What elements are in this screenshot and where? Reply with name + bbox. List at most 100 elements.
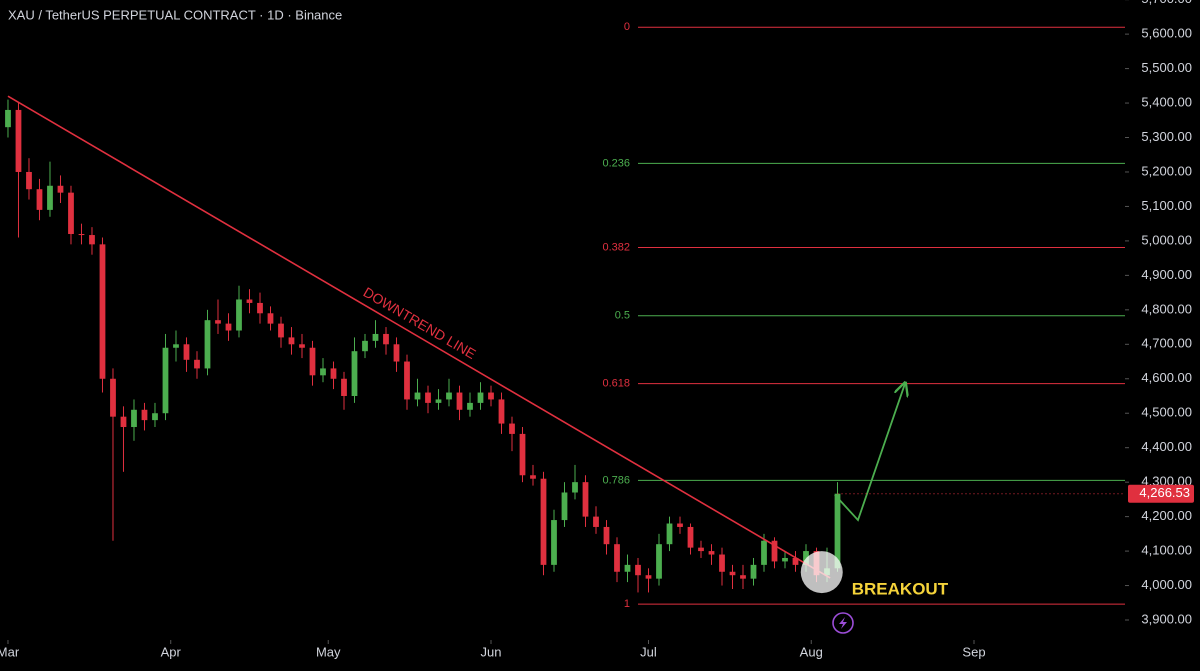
candle-body xyxy=(425,392,431,403)
candle-body xyxy=(435,399,442,403)
candle-body xyxy=(68,192,74,235)
candle-body xyxy=(803,551,809,565)
y-tick-label: 4,000.00 xyxy=(1141,577,1192,592)
candle-body xyxy=(488,392,494,400)
candle-body xyxy=(551,520,557,565)
last-price-label: 4,266.53 xyxy=(1139,485,1190,500)
x-tick-label: May xyxy=(316,644,341,659)
y-tick-label: 5,100.00 xyxy=(1141,198,1192,213)
x-tick-label: Mar xyxy=(0,644,20,659)
candle-body xyxy=(645,575,652,579)
fib-level-label: 0.786 xyxy=(602,474,630,486)
fib-level-label: 0.618 xyxy=(602,377,630,389)
candle-body xyxy=(299,344,305,348)
trendline xyxy=(7,95,831,579)
y-tick-label: 5,500.00 xyxy=(1141,60,1192,75)
candle-body xyxy=(782,557,788,562)
candle-body xyxy=(5,109,11,128)
candle-body xyxy=(635,564,641,576)
y-tick-label: 5,700.00 xyxy=(1141,0,1192,6)
candle-body xyxy=(194,359,200,369)
candle-body xyxy=(183,344,190,360)
candle-body xyxy=(78,234,85,236)
candle-body xyxy=(446,392,452,400)
fib-level-label: 0.382 xyxy=(602,241,630,253)
candle-body xyxy=(561,492,568,521)
candle-body xyxy=(603,526,610,545)
candle-body xyxy=(393,344,400,362)
x-tick-label: Jul xyxy=(640,644,657,659)
candle-body xyxy=(278,323,284,338)
breakout-circle xyxy=(800,551,843,594)
candle-body xyxy=(792,557,799,565)
y-tick-label: 5,300.00 xyxy=(1141,129,1192,144)
candle-body xyxy=(257,302,263,314)
candle-body xyxy=(729,571,736,576)
axes: 3,900.004,000.004,100.004,200.004,300.00… xyxy=(0,0,1194,659)
candle-body xyxy=(593,516,599,527)
y-tick-label: 4,100.00 xyxy=(1141,543,1192,558)
candle-body xyxy=(530,475,536,479)
y-tick-label: 4,700.00 xyxy=(1141,336,1192,351)
icon-bolt xyxy=(839,617,847,629)
y-tick-label: 5,000.00 xyxy=(1141,232,1192,247)
candle-body xyxy=(708,551,715,555)
y-tick-label: 4,900.00 xyxy=(1141,267,1192,282)
y-tick-label: 3,900.00 xyxy=(1141,611,1192,626)
candle-body xyxy=(677,523,683,527)
lightning-icon[interactable] xyxy=(832,612,854,634)
candle-body xyxy=(267,313,274,324)
candle-body xyxy=(215,320,221,324)
x-tick-label: Sep xyxy=(962,644,985,659)
candle-body xyxy=(477,392,484,403)
last-price-box xyxy=(1128,484,1194,503)
y-tick-label: 5,200.00 xyxy=(1141,163,1192,178)
candle-body xyxy=(519,433,526,476)
candle-body xyxy=(687,526,694,548)
candle-body xyxy=(225,323,232,331)
fib-level-label: 1 xyxy=(624,598,630,610)
candle-body xyxy=(750,564,757,579)
candle-body xyxy=(236,299,242,331)
candle-body xyxy=(666,523,673,545)
fib-layer: 0 0.236 0.382 0.5 0.618 0.786 1 xyxy=(602,21,1125,610)
candle-body xyxy=(372,333,379,341)
candle-body xyxy=(740,575,746,579)
icon-ring xyxy=(832,612,854,634)
candle-body xyxy=(509,423,515,434)
candle-body xyxy=(341,378,347,396)
candle-body xyxy=(246,299,253,303)
candle-body xyxy=(383,333,389,345)
projection-arrow xyxy=(834,383,905,522)
candle-body xyxy=(572,482,578,493)
candle-body xyxy=(614,544,620,572)
candle-body xyxy=(698,547,704,552)
candle-body xyxy=(456,392,463,410)
candle-body xyxy=(152,413,158,421)
candle-body xyxy=(110,378,116,417)
candle-body xyxy=(719,554,725,572)
fib-level-label: 0.236 xyxy=(602,157,630,169)
candle-body xyxy=(498,399,505,424)
candle-body xyxy=(582,482,589,517)
candle-body xyxy=(120,416,127,428)
x-tick-label: Apr xyxy=(161,644,182,659)
chart-title: XAU / TetherUS PERPETUAL CONTRACT · 1D ·… xyxy=(8,7,342,22)
candle-body xyxy=(204,320,211,369)
candle-body xyxy=(330,368,337,379)
candle-body xyxy=(26,171,32,190)
candle-body xyxy=(414,392,421,400)
candle-body xyxy=(173,344,179,348)
candle-body xyxy=(771,540,778,562)
candle-body xyxy=(540,478,547,565)
candle-body xyxy=(320,368,326,376)
candle-body xyxy=(162,347,169,414)
y-tick-label: 4,600.00 xyxy=(1141,370,1192,385)
x-tick-label: Jun xyxy=(481,644,502,659)
fib-level-label: 0.5 xyxy=(615,310,630,322)
candle-body xyxy=(404,361,410,400)
candle-body xyxy=(656,544,662,579)
y-tick-label: 4,400.00 xyxy=(1141,439,1192,454)
